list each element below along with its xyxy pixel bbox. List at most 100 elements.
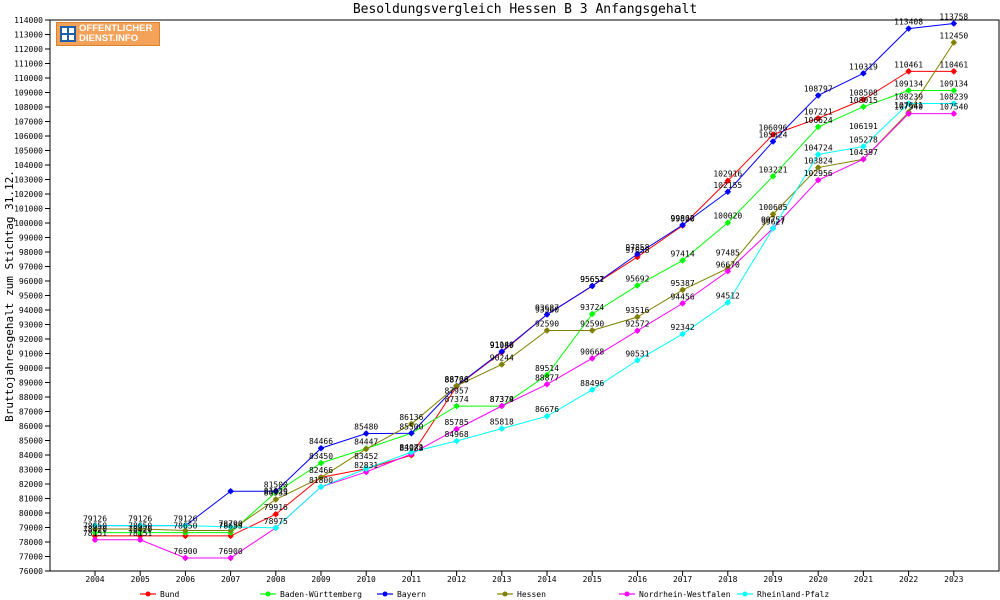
- y-tick-label: 104000: [14, 161, 43, 170]
- data-label: 93687: [535, 304, 559, 313]
- data-point-dot: [860, 97, 866, 103]
- data-label: 109134: [939, 80, 968, 89]
- data-label: 108797: [804, 84, 833, 93]
- data-point-dot: [408, 449, 414, 455]
- data-point-dot: [454, 383, 460, 389]
- data-label: 76900: [173, 547, 197, 556]
- x-tick-label: 2006: [176, 575, 195, 584]
- data-label: 107540: [894, 103, 923, 112]
- data-point-dot: [273, 525, 279, 531]
- data-point-dot: [725, 220, 731, 226]
- data-label: 83988: [399, 444, 423, 453]
- y-tick-label: 76000: [19, 567, 43, 576]
- data-label: 97485: [716, 248, 740, 257]
- data-label: 84071: [399, 443, 423, 452]
- x-tick-label: 2013: [492, 575, 511, 584]
- legend-swatch-marker: [502, 591, 508, 597]
- data-point-dot: [544, 381, 550, 387]
- y-tick-label: 87000: [19, 408, 43, 417]
- data-label: 82466: [309, 466, 333, 475]
- data-point-dot: [906, 26, 912, 32]
- data-point-dot: [680, 300, 686, 306]
- y-tick-label: 105000: [14, 147, 43, 156]
- data-point-dot: [499, 403, 505, 409]
- y-tick-label: 114000: [14, 16, 43, 25]
- data-point-dot: [137, 537, 143, 543]
- data-point-dot: [680, 257, 686, 263]
- legend-swatch-marker: [624, 591, 630, 597]
- data-point-dot: [860, 156, 866, 162]
- legend-swatch-marker: [742, 591, 748, 597]
- data-point-dot: [182, 528, 188, 534]
- data-point-dot: [634, 357, 640, 363]
- logo-line-1: OFFENTLICHER: [79, 23, 153, 34]
- data-label: 80935: [264, 488, 288, 497]
- x-tick-label: 2007: [221, 575, 240, 584]
- data-point-dot: [951, 101, 957, 107]
- data-label: 106191: [849, 122, 878, 131]
- data-label: 95387: [671, 279, 695, 288]
- data-point-dot: [499, 426, 505, 432]
- data-point-dot: [408, 430, 414, 436]
- data-label: 78653: [219, 522, 243, 531]
- data-point-dot: [544, 327, 550, 333]
- data-label: 100605: [759, 203, 788, 212]
- data-point-dot: [499, 348, 505, 354]
- data-label: 99862: [671, 214, 695, 223]
- x-tick-label: 2004: [85, 575, 104, 584]
- data-point-dot: [363, 446, 369, 452]
- data-label: 113408: [894, 18, 923, 27]
- data-point-dot: [318, 484, 324, 490]
- data-label: 108239: [894, 93, 923, 102]
- y-tick-label: 79000: [19, 524, 43, 533]
- data-label: 97414: [671, 249, 695, 258]
- data-point-dot: [273, 496, 279, 502]
- data-label: 107221: [804, 107, 833, 116]
- y-tick-label: 100000: [14, 219, 43, 228]
- data-label: 76900: [219, 547, 243, 556]
- data-label: 102155: [713, 181, 742, 190]
- data-label: 79126: [83, 515, 107, 524]
- data-point-dot: [951, 68, 957, 74]
- legend-label: Baden-Württemberg: [280, 590, 362, 599]
- data-label: 108508: [849, 89, 878, 98]
- data-label: 106096: [759, 124, 788, 133]
- y-tick-label: 108000: [14, 103, 43, 112]
- data-point-dot: [725, 300, 731, 306]
- x-tick-label: 2011: [402, 575, 421, 584]
- data-point-dot: [228, 524, 234, 530]
- data-point-dot: [815, 177, 821, 183]
- series-line: [95, 103, 954, 529]
- data-point-dot: [182, 555, 188, 561]
- data-label: 86676: [535, 405, 559, 414]
- data-point-dot: [815, 124, 821, 130]
- y-tick-label: 112000: [14, 45, 43, 54]
- data-label: 99820: [671, 215, 695, 224]
- data-point-dot: [92, 523, 98, 529]
- data-label: 88496: [580, 379, 604, 388]
- data-label: 97858: [625, 243, 649, 252]
- data-point-dot: [860, 143, 866, 149]
- data-label: 88877: [535, 373, 559, 382]
- x-axis: 2004 2005 2006 2007 2008 2009 2010 2011 2012 2013…: [85, 571, 964, 584]
- x-tick-label: 2020: [809, 575, 828, 584]
- data-label: 93516: [625, 306, 649, 315]
- data-label: 78420: [83, 525, 107, 534]
- y-tick-label: 89000: [19, 379, 43, 388]
- series-line: [95, 42, 955, 532]
- data-label: 107540: [939, 103, 968, 112]
- y-tick-label: 93000: [19, 321, 43, 330]
- data-label: 90668: [580, 347, 604, 356]
- data-label: 93724: [580, 303, 604, 312]
- y-tick-label: 96000: [19, 277, 43, 286]
- data-label: 94512: [716, 292, 740, 301]
- series-nordrhein-westfalen: [92, 110, 957, 561]
- x-tick-label: 2005: [131, 575, 150, 584]
- data-point-dot: [228, 488, 234, 494]
- data-label: 85480: [354, 423, 378, 432]
- data-label: 95657: [580, 275, 604, 284]
- data-point-dot: [589, 311, 595, 317]
- x-tick-label: 2014: [537, 575, 556, 584]
- data-point-dot: [770, 211, 776, 217]
- data-label: 113758: [939, 13, 968, 22]
